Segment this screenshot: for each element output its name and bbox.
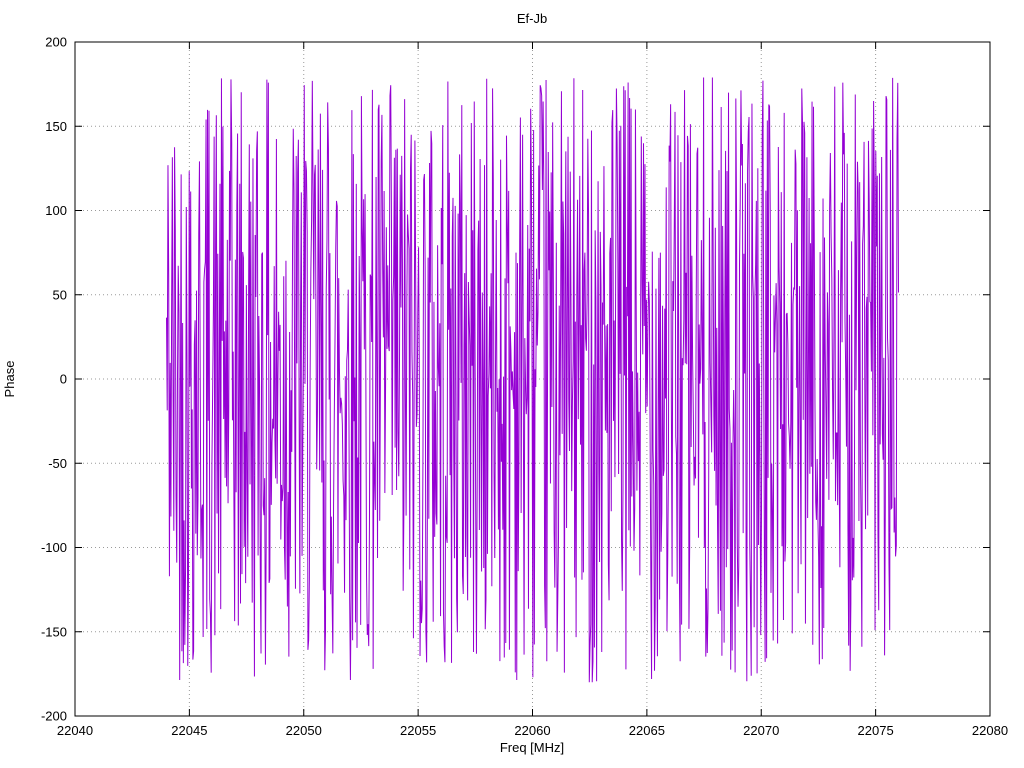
data-series: [166, 77, 899, 683]
y-tick-label: 150: [45, 119, 67, 134]
x-axis-label: Freq [MHz]: [500, 740, 564, 755]
y-tick-label: 200: [45, 35, 67, 50]
chart-title: Ef-Jb: [517, 11, 547, 26]
y-tick-label: -150: [41, 624, 67, 639]
y-tick-label: -50: [48, 456, 67, 471]
y-tick-label: 0: [60, 372, 67, 387]
x-tick-label: 22065: [629, 723, 665, 738]
y-tick-label: 100: [45, 203, 67, 218]
axis-tick-labels: 22040 22045 22050 22055 22060 22065 22070 22075…: [41, 35, 1008, 739]
phase-noise-line: [166, 77, 899, 683]
x-tick-label: 22075: [858, 723, 894, 738]
y-tick-label: 50: [53, 287, 67, 302]
x-tick-label: 22060: [514, 723, 550, 738]
x-tick-label: 22050: [286, 723, 322, 738]
y-axis-label: Phase: [2, 361, 17, 398]
x-tick-label: 22045: [171, 723, 207, 738]
x-tick-label: 22040: [57, 723, 93, 738]
y-tick-label: -200: [41, 709, 67, 724]
x-tick-label: 22080: [972, 723, 1008, 738]
axis-ticks: [74, 41, 991, 717]
x-tick-label: 22070: [743, 723, 779, 738]
x-tick-label: 22055: [400, 723, 436, 738]
y-tick-label: -100: [41, 540, 67, 555]
